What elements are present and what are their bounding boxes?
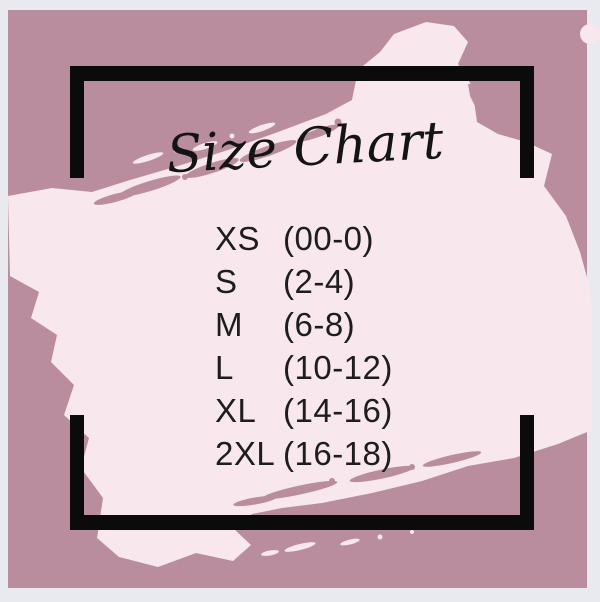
- size-label: L: [215, 348, 234, 386]
- size-range: (16-18): [283, 434, 393, 472]
- size-label: 2XL: [215, 434, 276, 472]
- size-range: (00-0): [283, 219, 375, 257]
- size-label: M: [215, 305, 243, 343]
- frame-right-bottom-bar: [520, 415, 534, 530]
- size-table: XS (00-0) S (2-4) M (6-8) L (10-12) XL (…: [215, 217, 393, 475]
- frame-bottom-bar: [70, 515, 534, 530]
- size-range: (2-4): [283, 262, 356, 300]
- size-label: XL: [215, 391, 257, 429]
- brush-texture-bottom: [233, 451, 482, 556]
- size-row-xs: XS (00-0): [215, 217, 393, 260]
- size-label: XS: [215, 219, 261, 257]
- size-range: (6-8): [283, 305, 356, 343]
- splash-dot: [580, 24, 600, 44]
- frame-left-top-bar: [70, 66, 84, 178]
- size-label: S: [215, 262, 238, 300]
- size-row-l: L (10-12): [215, 346, 393, 389]
- size-row-xl: XL (14-16): [215, 389, 393, 432]
- size-row-s: S (2-4): [215, 260, 393, 303]
- brush-texture-top: [93, 84, 520, 205]
- frame-right-top-bar: [520, 66, 534, 178]
- size-range: (10-12): [283, 348, 393, 386]
- size-row-2xl: 2XL (16-18): [215, 432, 393, 475]
- brush-texture-outside: [11, 122, 276, 258]
- frame-left-bottom-bar: [70, 415, 84, 530]
- brush-splash-shape: [8, 22, 592, 567]
- frame-top-bar: [70, 66, 534, 81]
- size-range: (14-16): [283, 391, 393, 429]
- size-row-m: M (6-8): [215, 303, 393, 346]
- frame-border: [70, 66, 534, 530]
